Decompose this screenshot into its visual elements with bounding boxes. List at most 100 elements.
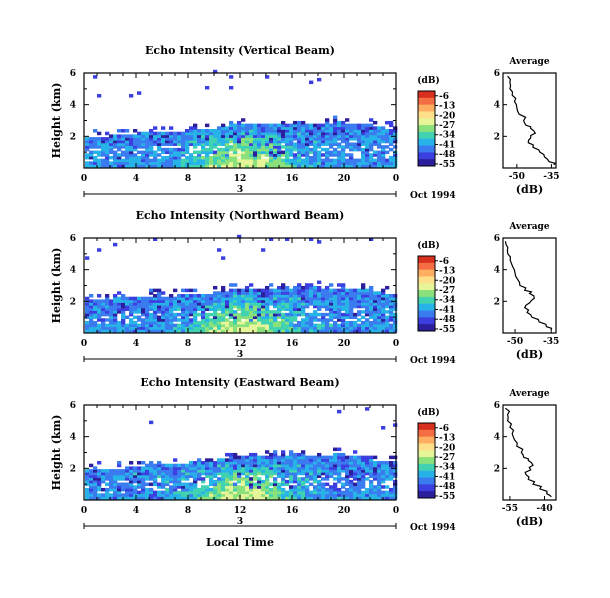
heatmap-cell xyxy=(361,131,366,136)
heatmap-cell xyxy=(161,485,166,489)
heatmap-cell xyxy=(129,155,134,160)
heatmap-cell xyxy=(189,307,194,311)
heatmap-cell xyxy=(101,307,106,311)
heatmap-cell xyxy=(157,291,162,295)
heatmap-cell xyxy=(185,294,190,298)
heatmap-cell xyxy=(141,474,146,478)
heatmap-cell xyxy=(193,479,198,484)
heatmap-cell xyxy=(117,304,122,309)
heatmap-cell xyxy=(189,326,194,330)
heatmap-cell xyxy=(261,493,266,497)
heatmap-cell xyxy=(161,496,166,500)
heatmap-cell xyxy=(113,320,118,325)
heatmap-cell xyxy=(229,496,234,500)
heatmap-cell xyxy=(313,329,318,333)
heatmap-cell xyxy=(269,474,274,478)
heatmap-cell xyxy=(365,150,370,155)
heatmap-cell xyxy=(261,134,266,138)
heatmap-cell xyxy=(197,471,202,476)
heatmap-cell xyxy=(181,299,186,303)
heatmap-cell xyxy=(213,139,218,144)
heatmap-cell xyxy=(133,329,138,333)
heatmap-cell xyxy=(281,312,286,317)
heatmap-cell xyxy=(325,318,330,322)
heatmap-cell xyxy=(301,139,306,144)
colorbar-tick-label: -55 xyxy=(439,325,455,335)
heatmap-cell xyxy=(197,302,202,306)
heatmap-cell xyxy=(241,155,246,160)
heatmap-cell xyxy=(201,463,206,468)
heatmap-cell xyxy=(341,455,346,460)
heatmap-cell xyxy=(149,493,154,497)
heatmap-cell xyxy=(365,320,370,325)
heatmap-cell xyxy=(205,123,210,128)
heatmap-cell xyxy=(161,477,166,481)
heatmap-cell xyxy=(333,329,338,333)
heatmap-cell xyxy=(361,482,366,487)
heatmap-cell xyxy=(97,315,102,320)
heatmap-cell xyxy=(245,134,250,138)
heatmap-cell xyxy=(141,142,146,146)
heatmap-cell xyxy=(373,326,378,330)
heatmap-cell xyxy=(281,320,286,325)
heatmap-cell xyxy=(245,302,250,306)
heatmap-cell xyxy=(313,469,318,473)
heatmap-cell xyxy=(301,145,306,149)
heatmap-cell xyxy=(345,307,350,311)
heatmap-cell xyxy=(185,299,190,303)
heatmap-cell xyxy=(237,164,242,168)
heatmap-cell xyxy=(181,323,186,328)
heatmap-cell xyxy=(153,304,158,309)
heatmap-cell xyxy=(121,134,126,138)
heatmap-cell xyxy=(377,469,382,473)
heatmap-cell xyxy=(237,493,242,497)
heatmap-cell xyxy=(337,145,342,149)
heatmap-cell xyxy=(253,294,258,298)
heatmap-cell xyxy=(101,139,106,144)
heatmap-cell xyxy=(97,142,102,146)
heatmap-cell xyxy=(317,296,322,301)
heatmap-cell xyxy=(353,323,358,328)
heatmap-cell xyxy=(253,474,258,478)
colorbar-tick-label: -6 xyxy=(439,92,449,102)
colorbar-swatch xyxy=(418,324,435,332)
heatmap-cell xyxy=(93,161,98,165)
heatmap-cell xyxy=(225,139,230,144)
heatmap-cell xyxy=(189,139,194,144)
heatmap-cell xyxy=(113,164,118,168)
heatmap-cell xyxy=(277,153,282,157)
heatmap-cell xyxy=(277,155,282,160)
heatmap-cell xyxy=(97,487,102,492)
heatmap-cell xyxy=(285,493,290,497)
heatmap-cell xyxy=(221,139,226,144)
heatmap-cell xyxy=(333,161,338,165)
heatmap-cell xyxy=(177,463,182,468)
heatmap-cell xyxy=(233,318,238,322)
heatmap-cell xyxy=(333,158,338,163)
heatmap-cell xyxy=(217,129,222,133)
heatmap-cell xyxy=(125,145,130,149)
heatmap-cell xyxy=(321,463,326,468)
heatmap-cell xyxy=(193,139,198,144)
heatmap-cell xyxy=(85,310,90,314)
heatmap-cell xyxy=(165,161,170,165)
heatmap-cell xyxy=(341,147,346,152)
heatmap-cell xyxy=(249,326,254,330)
heatmap-cell xyxy=(301,490,306,495)
heatmap-cell xyxy=(117,164,122,168)
heatmap-cell xyxy=(233,323,238,328)
heatmap-cell xyxy=(153,134,158,138)
heatmap-cell xyxy=(365,294,370,298)
heatmap-cell xyxy=(217,294,222,298)
heatmap-cell xyxy=(385,469,390,473)
heatmap-cell xyxy=(189,299,194,303)
heatmap-cell xyxy=(365,307,370,311)
heatmap-cell xyxy=(213,318,218,322)
heatmap-cell xyxy=(161,323,166,328)
heatmap-cell xyxy=(129,487,134,492)
heatmap-cell xyxy=(377,145,382,149)
heatmap-cell xyxy=(137,315,142,320)
heatmap-cell xyxy=(85,145,90,149)
heatmap-cell xyxy=(109,155,114,160)
heatmap-cell xyxy=(237,299,242,303)
